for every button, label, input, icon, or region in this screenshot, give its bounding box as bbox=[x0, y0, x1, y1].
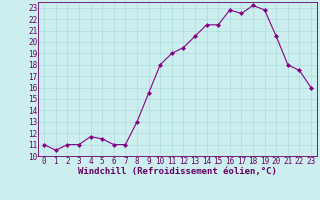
X-axis label: Windchill (Refroidissement éolien,°C): Windchill (Refroidissement éolien,°C) bbox=[78, 167, 277, 176]
